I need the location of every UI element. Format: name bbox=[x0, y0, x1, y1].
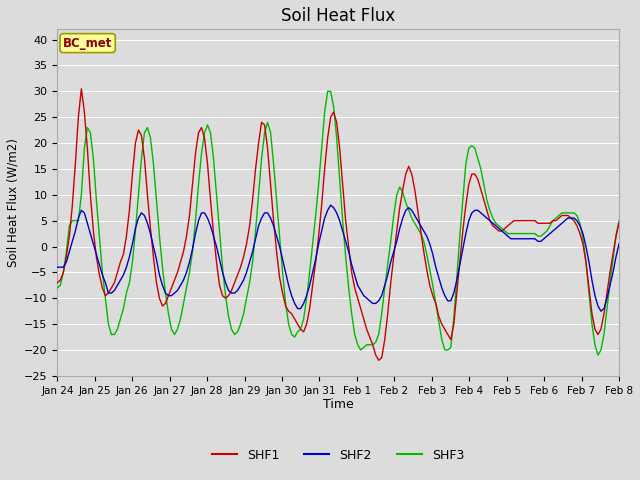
X-axis label: Time: Time bbox=[323, 398, 353, 411]
Title: Soil Heat Flux: Soil Heat Flux bbox=[281, 7, 396, 25]
Text: BC_met: BC_met bbox=[63, 36, 113, 49]
Y-axis label: Soil Heat Flux (W/m2): Soil Heat Flux (W/m2) bbox=[7, 138, 20, 267]
Legend: SHF1, SHF2, SHF3: SHF1, SHF2, SHF3 bbox=[207, 444, 469, 467]
